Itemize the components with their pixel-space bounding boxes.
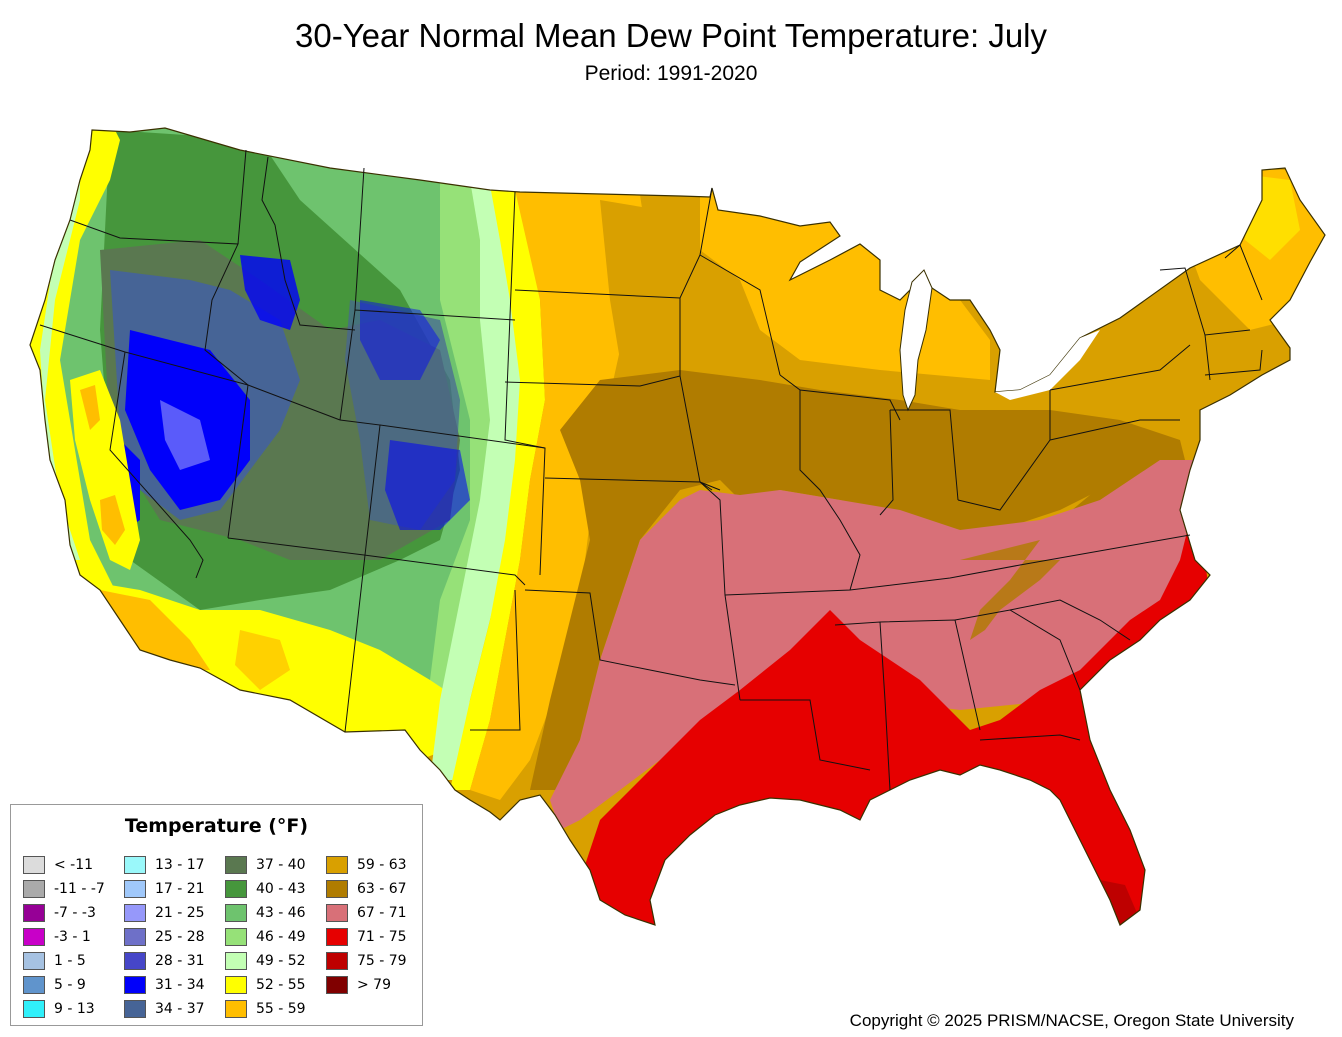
color-swatch	[326, 976, 348, 994]
legend-item: 28 - 31	[124, 949, 205, 973]
color-swatch	[23, 856, 45, 874]
legend-title: Temperature (°F)	[124, 815, 309, 837]
legend-item: > 79	[326, 973, 407, 997]
map-subtitle: Period: 1991-2020	[584, 62, 758, 85]
color-swatch	[326, 952, 348, 970]
legend-item: 40 - 43	[225, 877, 306, 901]
legend-item: -7 - -3	[23, 901, 105, 925]
legend-item: 63 - 67	[326, 877, 407, 901]
color-swatch	[225, 952, 247, 970]
legend-item: -3 - 1	[23, 925, 105, 949]
color-swatch	[326, 928, 348, 946]
color-swatch	[225, 976, 247, 994]
color-swatch	[124, 928, 146, 946]
legend-item: 31 - 34	[124, 973, 205, 997]
legend-item: 17 - 21	[124, 877, 205, 901]
legend-item: 55 - 59	[225, 997, 306, 1021]
copyright-notice: Copyright © 2025 PRISM/NACSE, Oregon Sta…	[849, 1011, 1294, 1030]
map-title: 30-Year Normal Mean Dew Point Temperatur…	[294, 17, 1048, 54]
legend-item: 43 - 46	[225, 901, 306, 925]
legend-item: 75 - 79	[326, 949, 407, 973]
lake-michigan	[899, 269, 933, 412]
color-swatch	[225, 880, 247, 898]
color-swatch	[326, 880, 348, 898]
color-swatch	[326, 856, 348, 874]
legend-item: 1 - 5	[23, 949, 105, 973]
color-swatch	[23, 904, 45, 922]
legend-item: 9 - 13	[23, 997, 105, 1021]
legend-item: 25 - 28	[124, 925, 205, 949]
lake-erie	[995, 330, 1100, 400]
legend-column-4: 59 - 63 63 - 67 67 - 71 71 - 75 75 - 79 …	[326, 853, 407, 997]
color-swatch	[23, 1000, 45, 1018]
color-swatch	[225, 1000, 247, 1018]
color-swatch	[326, 904, 348, 922]
color-swatch	[124, 1000, 146, 1018]
legend-item: 59 - 63	[326, 853, 407, 877]
color-swatch	[124, 880, 146, 898]
legend-column-1: < -11 -11 - -7 -7 - -3 -3 - 1 1 - 5 5 - …	[23, 853, 105, 1021]
color-swatch	[124, 976, 146, 994]
color-swatch	[23, 880, 45, 898]
legend: Temperature (°F) < -11 -11 - -7 -7 - -3 …	[10, 804, 423, 1026]
color-swatch	[124, 856, 146, 874]
legend-item: 13 - 17	[124, 853, 205, 877]
legend-item: 52 - 55	[225, 973, 306, 997]
legend-column-2: 13 - 17 17 - 21 21 - 25 25 - 28 28 - 31 …	[124, 853, 205, 1021]
color-swatch	[225, 904, 247, 922]
legend-item: < -11	[23, 853, 105, 877]
legend-item: 5 - 9	[23, 973, 105, 997]
legend-item: 21 - 25	[124, 901, 205, 925]
color-swatch	[23, 928, 45, 946]
legend-item: 34 - 37	[124, 997, 205, 1021]
color-swatch	[23, 976, 45, 994]
legend-item: 49 - 52	[225, 949, 306, 973]
legend-column-3: 37 - 40 40 - 43 43 - 46 46 - 49 49 - 52 …	[225, 853, 306, 1021]
legend-item: 37 - 40	[225, 853, 306, 877]
state-boundaries	[39, 149, 1263, 791]
color-swatch	[23, 952, 45, 970]
legend-item: 71 - 75	[326, 925, 407, 949]
color-swatch	[124, 952, 146, 970]
color-swatch	[225, 856, 247, 874]
color-swatch	[124, 904, 146, 922]
legend-item: -11 - -7	[23, 877, 105, 901]
legend-item: 67 - 71	[326, 901, 407, 925]
legend-item: 46 - 49	[225, 925, 306, 949]
color-swatch	[225, 928, 247, 946]
